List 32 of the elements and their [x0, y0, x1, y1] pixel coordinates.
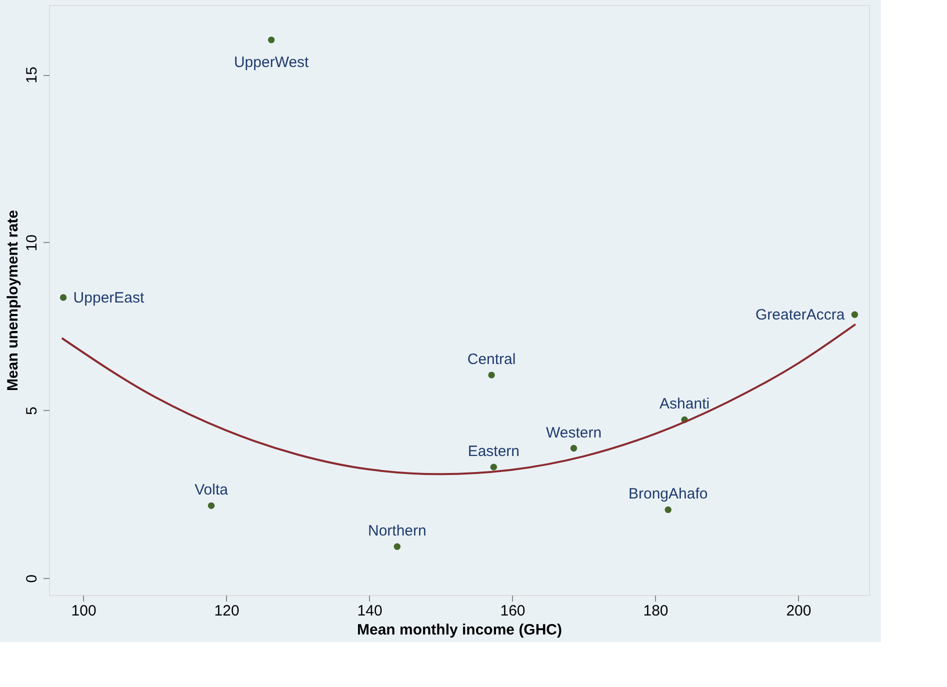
x-tick-label: 140: [357, 602, 382, 620]
point: [664, 506, 672, 514]
annotation: Western: [546, 424, 602, 442]
x-tick-label: 120: [214, 602, 240, 620]
annotation: UpperEast: [73, 289, 145, 306]
x-axis-title: Mean monthly income (GHC): [356, 622, 562, 638]
annotation: BrongAhafo: [628, 486, 708, 503]
point: [60, 294, 67, 301]
point: [488, 372, 495, 378]
point: [268, 36, 275, 44]
annotation: Eastern: [468, 443, 520, 460]
x-tick-label: 160: [500, 602, 526, 620]
y-axis-title: Mean unemployment rate: [4, 210, 22, 391]
y-tick-label: 10: [24, 234, 40, 252]
line-series: [60, 323, 856, 476]
x-tick-label: 200: [786, 602, 812, 620]
annotation: UpperWest: [234, 54, 310, 71]
y-tick-label: 0: [24, 574, 40, 583]
annotation: Central: [467, 351, 516, 368]
annotation: Northern: [368, 522, 426, 540]
annotation: Volta: [194, 482, 229, 499]
point: [490, 464, 498, 470]
annotation: Ashanti: [660, 396, 710, 413]
x-tick-label: 180: [643, 602, 668, 620]
point: [851, 311, 858, 318]
point: [570, 444, 578, 452]
x-tick-label: 100: [71, 602, 96, 620]
annotation: GreaterAccra: [756, 306, 846, 324]
y-tick-label: 5: [24, 406, 40, 415]
point: [208, 502, 215, 510]
point: [394, 543, 401, 550]
y-tick-label: 15: [24, 66, 40, 84]
